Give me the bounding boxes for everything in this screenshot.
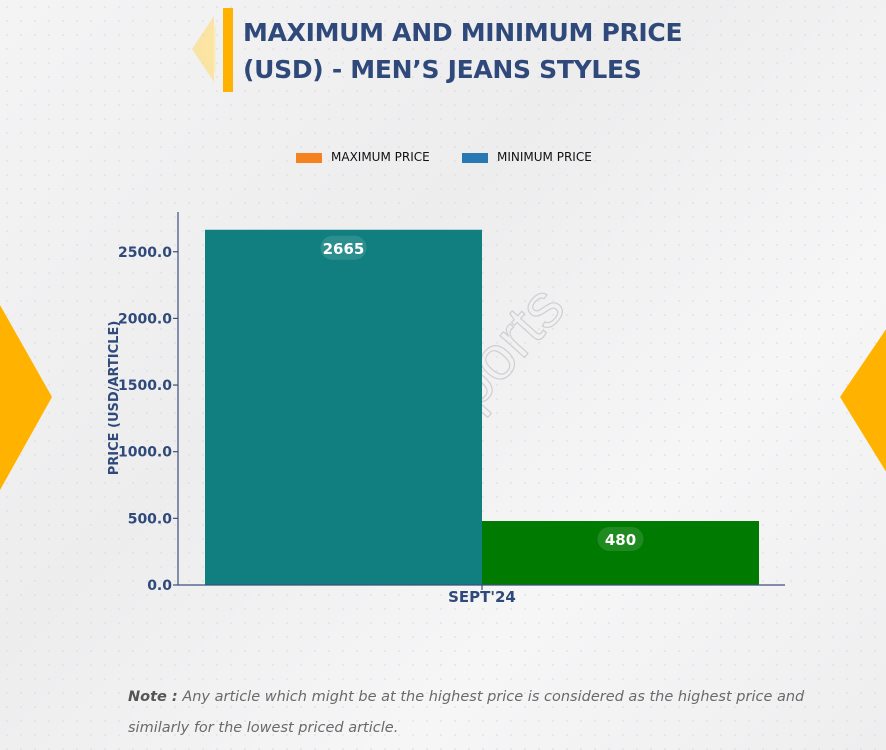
y-axis-label: PRICE (USD/ARTICLE) [107, 321, 122, 476]
legend-swatch-max [296, 153, 322, 163]
y-tick-label: 2000.0 [118, 311, 172, 327]
legend-swatch-min [462, 153, 488, 163]
bar-minimum-price [482, 521, 759, 585]
y-tick-label: 500.0 [128, 511, 173, 527]
y-tick-label: 1000.0 [118, 445, 172, 461]
y-tick-label: 0.0 [147, 578, 172, 594]
data-label-badge [320, 235, 367, 260]
data-label: 2665 [323, 240, 365, 258]
legend-label-max: MAXIMUM PRICE [331, 150, 430, 164]
left-arrow-decoration-icon [0, 305, 52, 490]
y-ticks-group: 0.0 500.0 1000.0 1500.0 2000.0 2500.0 [118, 245, 178, 594]
y-tick-label: 2500.0 [118, 245, 172, 261]
x-tick-label: SEPT'24 [448, 588, 516, 606]
legend-label-min: MINIMUM PRICE [497, 150, 592, 164]
footnote-text: Any article which might be at the highes… [128, 689, 805, 736]
data-label-badge [597, 527, 644, 552]
footnote-lead: Note : [128, 689, 178, 705]
bars-group [205, 229, 759, 585]
data-labels-group: 2665 480 [320, 235, 644, 552]
bar-maximum-price [205, 229, 482, 585]
title-accent-icon [192, 8, 233, 92]
data-label: 480 [605, 531, 636, 549]
footnote: Note : Any article which might be at the… [128, 682, 828, 744]
y-tick-label: 1500.0 [118, 378, 172, 394]
x-ticks-group: SEPT'24 [448, 585, 516, 606]
chart-title: MAXIMUM AND MINIMUM PRICE (USD) - MEN’S … [243, 18, 683, 84]
right-arrow-decoration-icon [840, 329, 886, 472]
